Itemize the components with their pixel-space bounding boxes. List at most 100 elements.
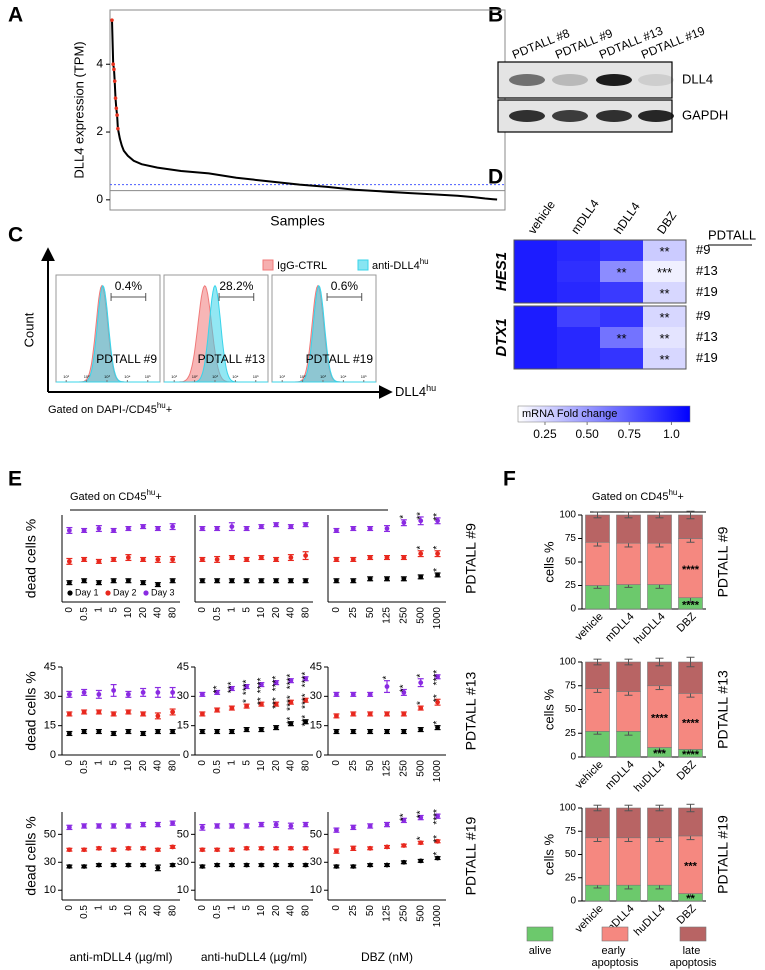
data-point <box>401 859 407 865</box>
data-point <box>96 709 102 715</box>
heatmap-cell <box>600 282 643 303</box>
data-point <box>170 690 176 695</box>
x-tick-label: 0 <box>64 760 75 766</box>
significance: * <box>398 515 409 519</box>
data-point <box>350 526 356 531</box>
data-point <box>258 845 264 851</box>
error-bar <box>686 803 695 813</box>
y-tick-label: 15 <box>310 720 322 732</box>
heatmap-cell <box>557 282 600 303</box>
error-bar <box>686 510 695 520</box>
x-axis-label: DLL4hu <box>395 383 436 399</box>
highlight-point <box>114 106 119 111</box>
x-tick-label: 20 <box>271 607 282 619</box>
heatmap-cell <box>557 240 600 261</box>
x-tick-label: 1 <box>227 607 238 613</box>
bar-segment <box>678 807 703 837</box>
bar-segment <box>585 585 610 610</box>
significance: ** <box>398 684 409 692</box>
significance: ** <box>616 331 626 346</box>
significance: ** <box>686 893 695 905</box>
heatmap-cell <box>514 240 557 261</box>
data-point <box>435 551 440 557</box>
data-point <box>418 858 424 864</box>
significance: * <box>432 568 443 572</box>
bar-segment <box>585 807 610 839</box>
x-tick-label: 40 <box>286 760 297 772</box>
data-point <box>244 845 250 851</box>
data-point <box>229 847 235 853</box>
error-bar <box>624 658 633 666</box>
data-point <box>418 840 424 846</box>
x-tick-label: 10³ <box>212 374 218 379</box>
bar-segment <box>585 661 610 689</box>
heatmap-cell <box>600 327 643 348</box>
data-point <box>258 578 264 584</box>
data-point <box>350 864 356 869</box>
data-point <box>229 524 235 529</box>
x-axis-label: DBZ (nM) <box>361 950 413 964</box>
row-label: PDTALL #9 <box>463 523 479 594</box>
x-axis-label: Samples <box>270 213 324 229</box>
data-point <box>199 526 205 531</box>
data-point <box>229 823 235 829</box>
data-point <box>125 555 131 560</box>
blot-band <box>552 110 588 122</box>
gate-note-tail: + <box>155 491 161 503</box>
heatmap-cell <box>643 282 686 303</box>
significance: **** <box>432 670 443 686</box>
data-point <box>81 528 87 533</box>
data-point <box>81 729 87 734</box>
y-tick-label: 50 <box>310 828 322 840</box>
highlight-point <box>110 18 114 22</box>
row-label: PDTALL #13 <box>463 671 479 750</box>
x-tick-label: DBZ <box>675 610 699 634</box>
data-point <box>214 862 220 868</box>
x-tick-label: 25 <box>348 607 359 619</box>
colorbar-tick-label: 0.50 <box>575 427 599 441</box>
significance: ** <box>432 694 443 702</box>
x-tick-label: 10 <box>256 760 267 772</box>
histogram-curve <box>272 284 376 383</box>
error-bar <box>593 658 602 666</box>
y-tick-label: 15 <box>44 720 56 732</box>
data-point <box>155 865 161 871</box>
significance: *** <box>684 861 698 873</box>
heatmap-cell <box>600 240 643 261</box>
data-point <box>350 691 356 697</box>
significance: *** <box>271 697 282 709</box>
y-tick-label: 50 <box>565 849 577 860</box>
highlight-point <box>112 79 117 83</box>
y-tick-label: 100 <box>559 803 576 814</box>
bar-segment <box>647 542 672 585</box>
x-tick-label: 20 <box>271 905 282 917</box>
data-point <box>288 721 294 727</box>
data-point <box>288 699 294 705</box>
x-tick-label: 10² <box>84 374 90 379</box>
data-point <box>401 555 407 560</box>
data-point <box>111 688 117 693</box>
data-point <box>435 674 440 680</box>
significance: * <box>432 852 443 856</box>
y-axis-label: dead cells % <box>23 816 39 895</box>
x-tick-label: 10 <box>256 905 267 917</box>
data-point <box>401 843 407 848</box>
heatmap-cell <box>557 327 600 348</box>
data-point <box>199 711 205 717</box>
data-point <box>288 524 294 529</box>
legend-marker <box>105 590 111 596</box>
data-point <box>155 526 161 531</box>
data-point <box>81 578 87 584</box>
data-point <box>214 526 220 531</box>
data-point <box>229 555 235 560</box>
data-point <box>384 555 390 560</box>
y-tick-label: 50 <box>565 557 577 568</box>
x-tick-label: 0 <box>331 760 342 766</box>
data-point <box>96 845 102 851</box>
data-point <box>350 578 356 584</box>
data-point <box>125 862 131 868</box>
column-label: mDLL4 <box>568 197 602 237</box>
data-point <box>303 822 309 827</box>
plot-label: PDTALL #9 <box>96 352 157 366</box>
significance: *** <box>300 715 311 727</box>
